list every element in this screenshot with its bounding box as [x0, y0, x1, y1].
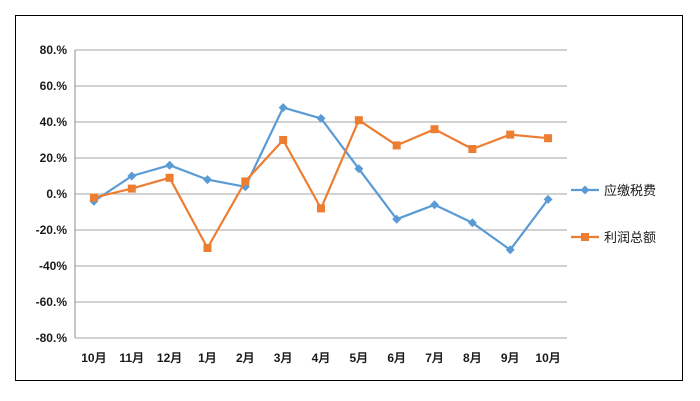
- y-tick-label: -40%: [39, 259, 67, 273]
- y-tick-label: 40.%: [40, 115, 68, 129]
- y-tick-label: -20.%: [36, 223, 68, 237]
- data-point: [392, 214, 402, 224]
- x-tick-label: 10月: [535, 351, 560, 365]
- chart-frame: 80.% 60.% 40.% 20.% 0.% -20.% -40% -60.% -80.% 1…: [15, 15, 683, 381]
- y-tick-label: 0.%: [46, 187, 67, 201]
- series: [89, 103, 553, 255]
- data-point: [354, 164, 364, 174]
- data-point: [543, 194, 553, 204]
- y-tick-label: -80.%: [36, 331, 68, 345]
- x-tick-label: 5月: [350, 351, 369, 365]
- data-point: [279, 136, 288, 144]
- y-tick-label: -60.%: [36, 295, 68, 309]
- y-tick-label: 20.%: [40, 151, 68, 165]
- data-point: [89, 193, 98, 202]
- y-axis-ticks: 80.% 60.% 40.% 20.% 0.% -20.% -40% -60.% -80.%: [36, 43, 68, 345]
- legend-item-2: 利润总额: [571, 231, 656, 246]
- x-tick-label: 8月: [463, 351, 482, 365]
- legend-label: 应缴税费: [604, 183, 656, 199]
- y-tick-label: 60.%: [40, 79, 68, 93]
- x-tick-label: 3月: [274, 351, 293, 365]
- data-point: [505, 245, 515, 255]
- legend-marker: [580, 185, 590, 195]
- legend-label: 利润总额: [604, 231, 656, 246]
- data-point: [165, 173, 174, 182]
- line-chart: 80.% 60.% 40.% 20.% 0.% -20.% -40% -60.% -80.% 1…: [36, 43, 656, 365]
- x-tick-label: 6月: [387, 351, 406, 365]
- data-point: [430, 125, 439, 134]
- x-tick-label: 4月: [312, 351, 331, 365]
- data-point: [506, 130, 515, 139]
- gridlines: [75, 49, 567, 339]
- data-point: [316, 113, 326, 123]
- data-point: [278, 103, 288, 113]
- x-tick-label: 7月: [425, 351, 444, 365]
- series-1: [89, 103, 553, 255]
- data-point: [317, 204, 325, 213]
- data-point: [392, 141, 401, 150]
- data-point: [127, 184, 136, 193]
- legend-item-1: 应缴税费: [571, 183, 656, 199]
- data-point: [354, 116, 363, 125]
- x-axis-ticks: 10月 11月 12月 1月 2月 3月 4月 5月 6月 7月 8月 9月 10月: [81, 351, 561, 365]
- x-tick-label: 12月: [157, 351, 182, 365]
- series-line: [93, 106, 549, 251]
- data-point: [430, 200, 440, 210]
- y-tick-label: 80.%: [40, 43, 68, 57]
- data-point: [467, 218, 477, 228]
- data-point: [203, 244, 212, 252]
- x-tick-label: 9月: [501, 351, 520, 365]
- legend-marker: [581, 233, 589, 241]
- data-point: [165, 160, 175, 170]
- x-tick-label: 1月: [198, 351, 217, 365]
- data-point: [241, 177, 250, 186]
- data-point: [544, 134, 553, 143]
- series-2: [89, 116, 553, 252]
- data-point: [468, 145, 477, 153]
- x-tick-label: 2月: [236, 351, 255, 365]
- data-point: [202, 175, 212, 185]
- x-tick-label: 10月: [81, 351, 106, 365]
- x-tick-label: 11月: [119, 351, 144, 365]
